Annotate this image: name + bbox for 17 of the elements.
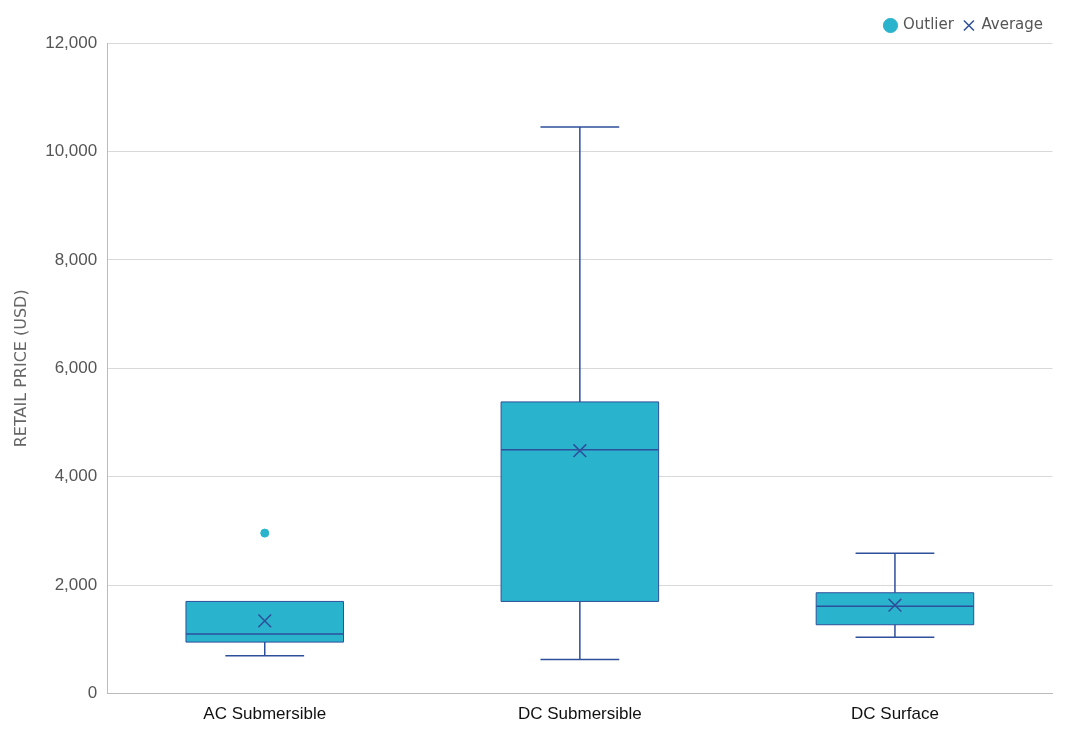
y-tick-label: 0 [87, 683, 98, 703]
x-tick-label: DC Surface [851, 704, 939, 724]
y-tick-label: 10,000 [45, 141, 98, 161]
legend-label: Outlier [902, 15, 955, 34]
y-tick-label: 8,000 [54, 249, 98, 269]
legend-label: Average [981, 15, 1044, 34]
point [260, 528, 270, 538]
point [887, 598, 903, 613]
y-tick-label: 4,000 [54, 466, 98, 486]
point [257, 613, 272, 629]
x-tick-label: AC Submersible [203, 704, 327, 724]
x-tick-label: DC Submersible [517, 704, 642, 724]
y-tick-label: 2,000 [54, 574, 98, 594]
point [572, 443, 587, 458]
y-tick-label: 12,000 [45, 32, 98, 52]
y-axis-title: RETAIL PRICE (USD) [10, 289, 30, 448]
y-tick-label: 6,000 [54, 357, 98, 377]
